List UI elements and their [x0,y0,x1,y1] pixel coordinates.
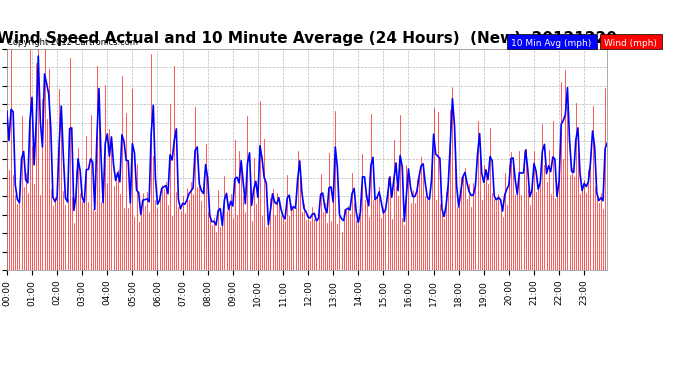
Text: 10 Min Avg (mph): 10 Min Avg (mph) [511,39,591,48]
Title: Wind Speed Actual and 10 Minute Average (24 Hours)  (New)  20121220: Wind Speed Actual and 10 Minute Average … [0,31,617,46]
Text: Copyright 2012 Cartronics.com: Copyright 2012 Cartronics.com [7,38,138,47]
Text: Wind (mph): Wind (mph) [604,39,657,48]
